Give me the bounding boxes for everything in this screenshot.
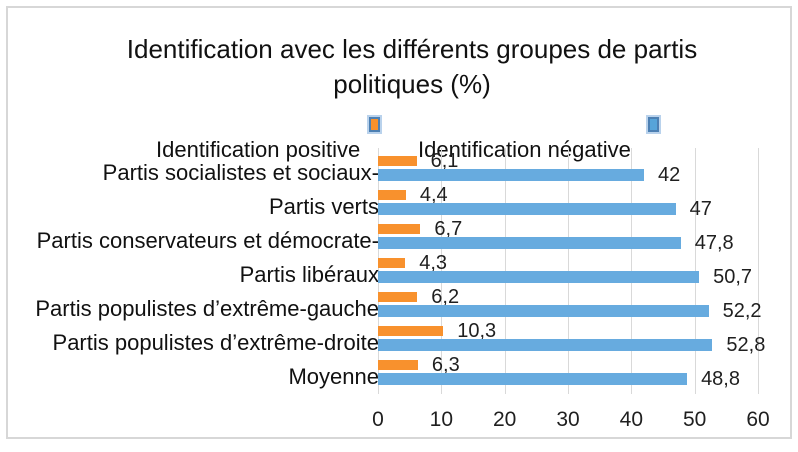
bar-negative [378, 271, 700, 283]
category-label: Partis populistes d’extrême-gauche [35, 296, 379, 321]
x-axis-tick-label: 0 [372, 408, 384, 431]
bar-positive [378, 156, 417, 166]
bar-negative [378, 203, 676, 215]
chart-title: Identification avec les différents group… [126, 34, 698, 99]
chart-frame: Identification avec les différents group… [6, 6, 792, 439]
category-label: Partis socialistes et sociaux- [102, 160, 379, 185]
x-axis-tick-label: 20 [492, 408, 517, 431]
bar-value-label-negative: 52,2 [722, 300, 762, 322]
bar-value-label-positive: 10,3 [457, 320, 497, 342]
category-label: Moyenne [288, 364, 379, 389]
bar-value-label-negative: 47 [689, 198, 712, 220]
legend-entry-positive: Identification positive [156, 117, 381, 163]
bar-negative [378, 169, 644, 181]
legend-label-positive: Identification positive [156, 137, 361, 162]
bar-negative [378, 339, 713, 351]
bar-value-label-negative: 52,8 [726, 334, 766, 356]
bar-positive [378, 224, 421, 234]
category-label: Partis conservateurs et démocrate- [36, 228, 379, 253]
x-axis-tick-label: 30 [556, 408, 580, 431]
bar-value-label-positive: 4,3 [419, 252, 448, 274]
bar-negative [378, 373, 688, 385]
bar-value-label-positive: 4,4 [419, 184, 448, 206]
bar-value-label-negative: 42 [658, 164, 681, 186]
bar-value-label-positive: 6,1 [430, 150, 459, 172]
legend-label-negative: Identification négative [418, 137, 631, 162]
x-axis-tick-label: 10 [429, 408, 453, 431]
category-label: Partis populistes d’extrême-droite [52, 330, 379, 355]
x-axis-tick-label: 40 [619, 408, 643, 431]
category-label: Partis verts [268, 194, 379, 219]
x-axis-tick-label: 60 [746, 408, 770, 431]
x-axis-tick-label: 50 [682, 408, 707, 431]
bar-value-label-negative: 48,8 [701, 368, 740, 390]
bar-value-label-positive: 6,3 [431, 354, 460, 376]
bar-positive [378, 360, 418, 370]
bar-negative [378, 237, 681, 249]
legend-entry-negative: Identification négative [418, 117, 659, 163]
bar-value-label-negative: 50,7 [713, 266, 753, 288]
bar-value-label-negative: 47,8 [694, 232, 734, 254]
category-label: Partis libéraux [239, 262, 379, 287]
legend-marker-negative-icon [647, 117, 659, 132]
bar-value-label-positive: 6,7 [434, 218, 463, 240]
bar-value-label-positive: 6,2 [431, 286, 460, 308]
bar-positive [378, 326, 444, 336]
bar-positive [378, 292, 418, 302]
bar-negative [378, 305, 709, 317]
gridline [758, 148, 759, 394]
bar-positive [378, 190, 406, 200]
legend-marker-positive-icon [369, 117, 381, 132]
bar-positive [378, 258, 406, 268]
